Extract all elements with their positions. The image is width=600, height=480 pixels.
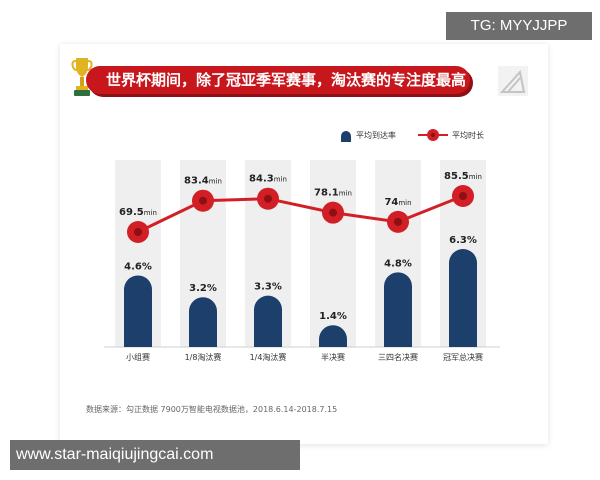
legend-bar-label: 平均到达率 bbox=[356, 131, 396, 140]
category-label: 三四名决赛 bbox=[378, 352, 418, 362]
category-label: 1/8淘汰赛 bbox=[185, 352, 222, 362]
line-point-center bbox=[329, 208, 337, 217]
line-value-unit: min bbox=[144, 209, 157, 217]
line-value-unit: min bbox=[209, 178, 222, 186]
line-value-unit: min bbox=[274, 176, 287, 184]
bar bbox=[449, 249, 477, 347]
bar-value-label: 6.3% bbox=[449, 235, 477, 246]
bar-value-label: 4.6% bbox=[124, 261, 152, 272]
duration-line bbox=[137, 194, 464, 234]
data-source-note: 数据来源：勾正数据 7900万智能电视数据池，2018.6.14-2018.7.… bbox=[86, 405, 338, 414]
bar-value-label: 3.3% bbox=[254, 282, 282, 293]
bar bbox=[124, 275, 152, 347]
watermark-bottom: www.star-maiqiujingcai.com bbox=[10, 440, 300, 470]
line-value-label: 78.1min bbox=[314, 188, 352, 199]
page-title: 世界杯期间，除了冠亚季军赛事，淘汰赛的专注度最高 bbox=[106, 71, 467, 89]
line-value-unit: min bbox=[398, 199, 411, 207]
line-point-center bbox=[264, 194, 272, 203]
bar bbox=[319, 325, 347, 347]
logo-icon bbox=[498, 66, 528, 96]
bar bbox=[384, 272, 412, 347]
bar-value-label: 1.4% bbox=[319, 311, 347, 322]
category-label: 半决赛 bbox=[321, 352, 345, 362]
bar bbox=[189, 297, 218, 347]
category-label: 冠军总决赛 bbox=[443, 352, 483, 362]
line-value-unit: min bbox=[339, 190, 352, 198]
category-label: 小组赛 bbox=[126, 352, 150, 362]
column-background bbox=[310, 160, 356, 347]
line-value-label: 83.4min bbox=[184, 176, 222, 187]
legend-line-label: 平均时长 bbox=[452, 131, 484, 140]
title-banner: 世界杯期间，除了冠亚季军赛事，淘汰赛的专注度最高 bbox=[86, 66, 470, 94]
bar-value-label: 4.8% bbox=[384, 258, 412, 269]
line-value-label: 74min bbox=[384, 197, 411, 208]
category-label: 1/4淘汰赛 bbox=[250, 352, 287, 362]
line-value-label: 85.5min bbox=[444, 171, 482, 182]
line-point-center bbox=[394, 217, 402, 226]
trophy-icon bbox=[71, 58, 93, 96]
watermark-top: TG: MYYJJPP bbox=[446, 12, 592, 40]
bar-value-label: 3.2% bbox=[189, 283, 217, 294]
legend-line-swatch bbox=[418, 129, 448, 141]
line-point-center bbox=[134, 228, 142, 236]
line-point-center bbox=[459, 192, 467, 200]
line-point-center bbox=[199, 196, 207, 205]
line-value-label: 84.3min bbox=[249, 174, 287, 185]
bar bbox=[254, 295, 282, 347]
line-value-label: 69.5min bbox=[119, 207, 157, 218]
line-value-unit: min bbox=[469, 173, 482, 181]
legend-bar-swatch bbox=[341, 131, 351, 142]
